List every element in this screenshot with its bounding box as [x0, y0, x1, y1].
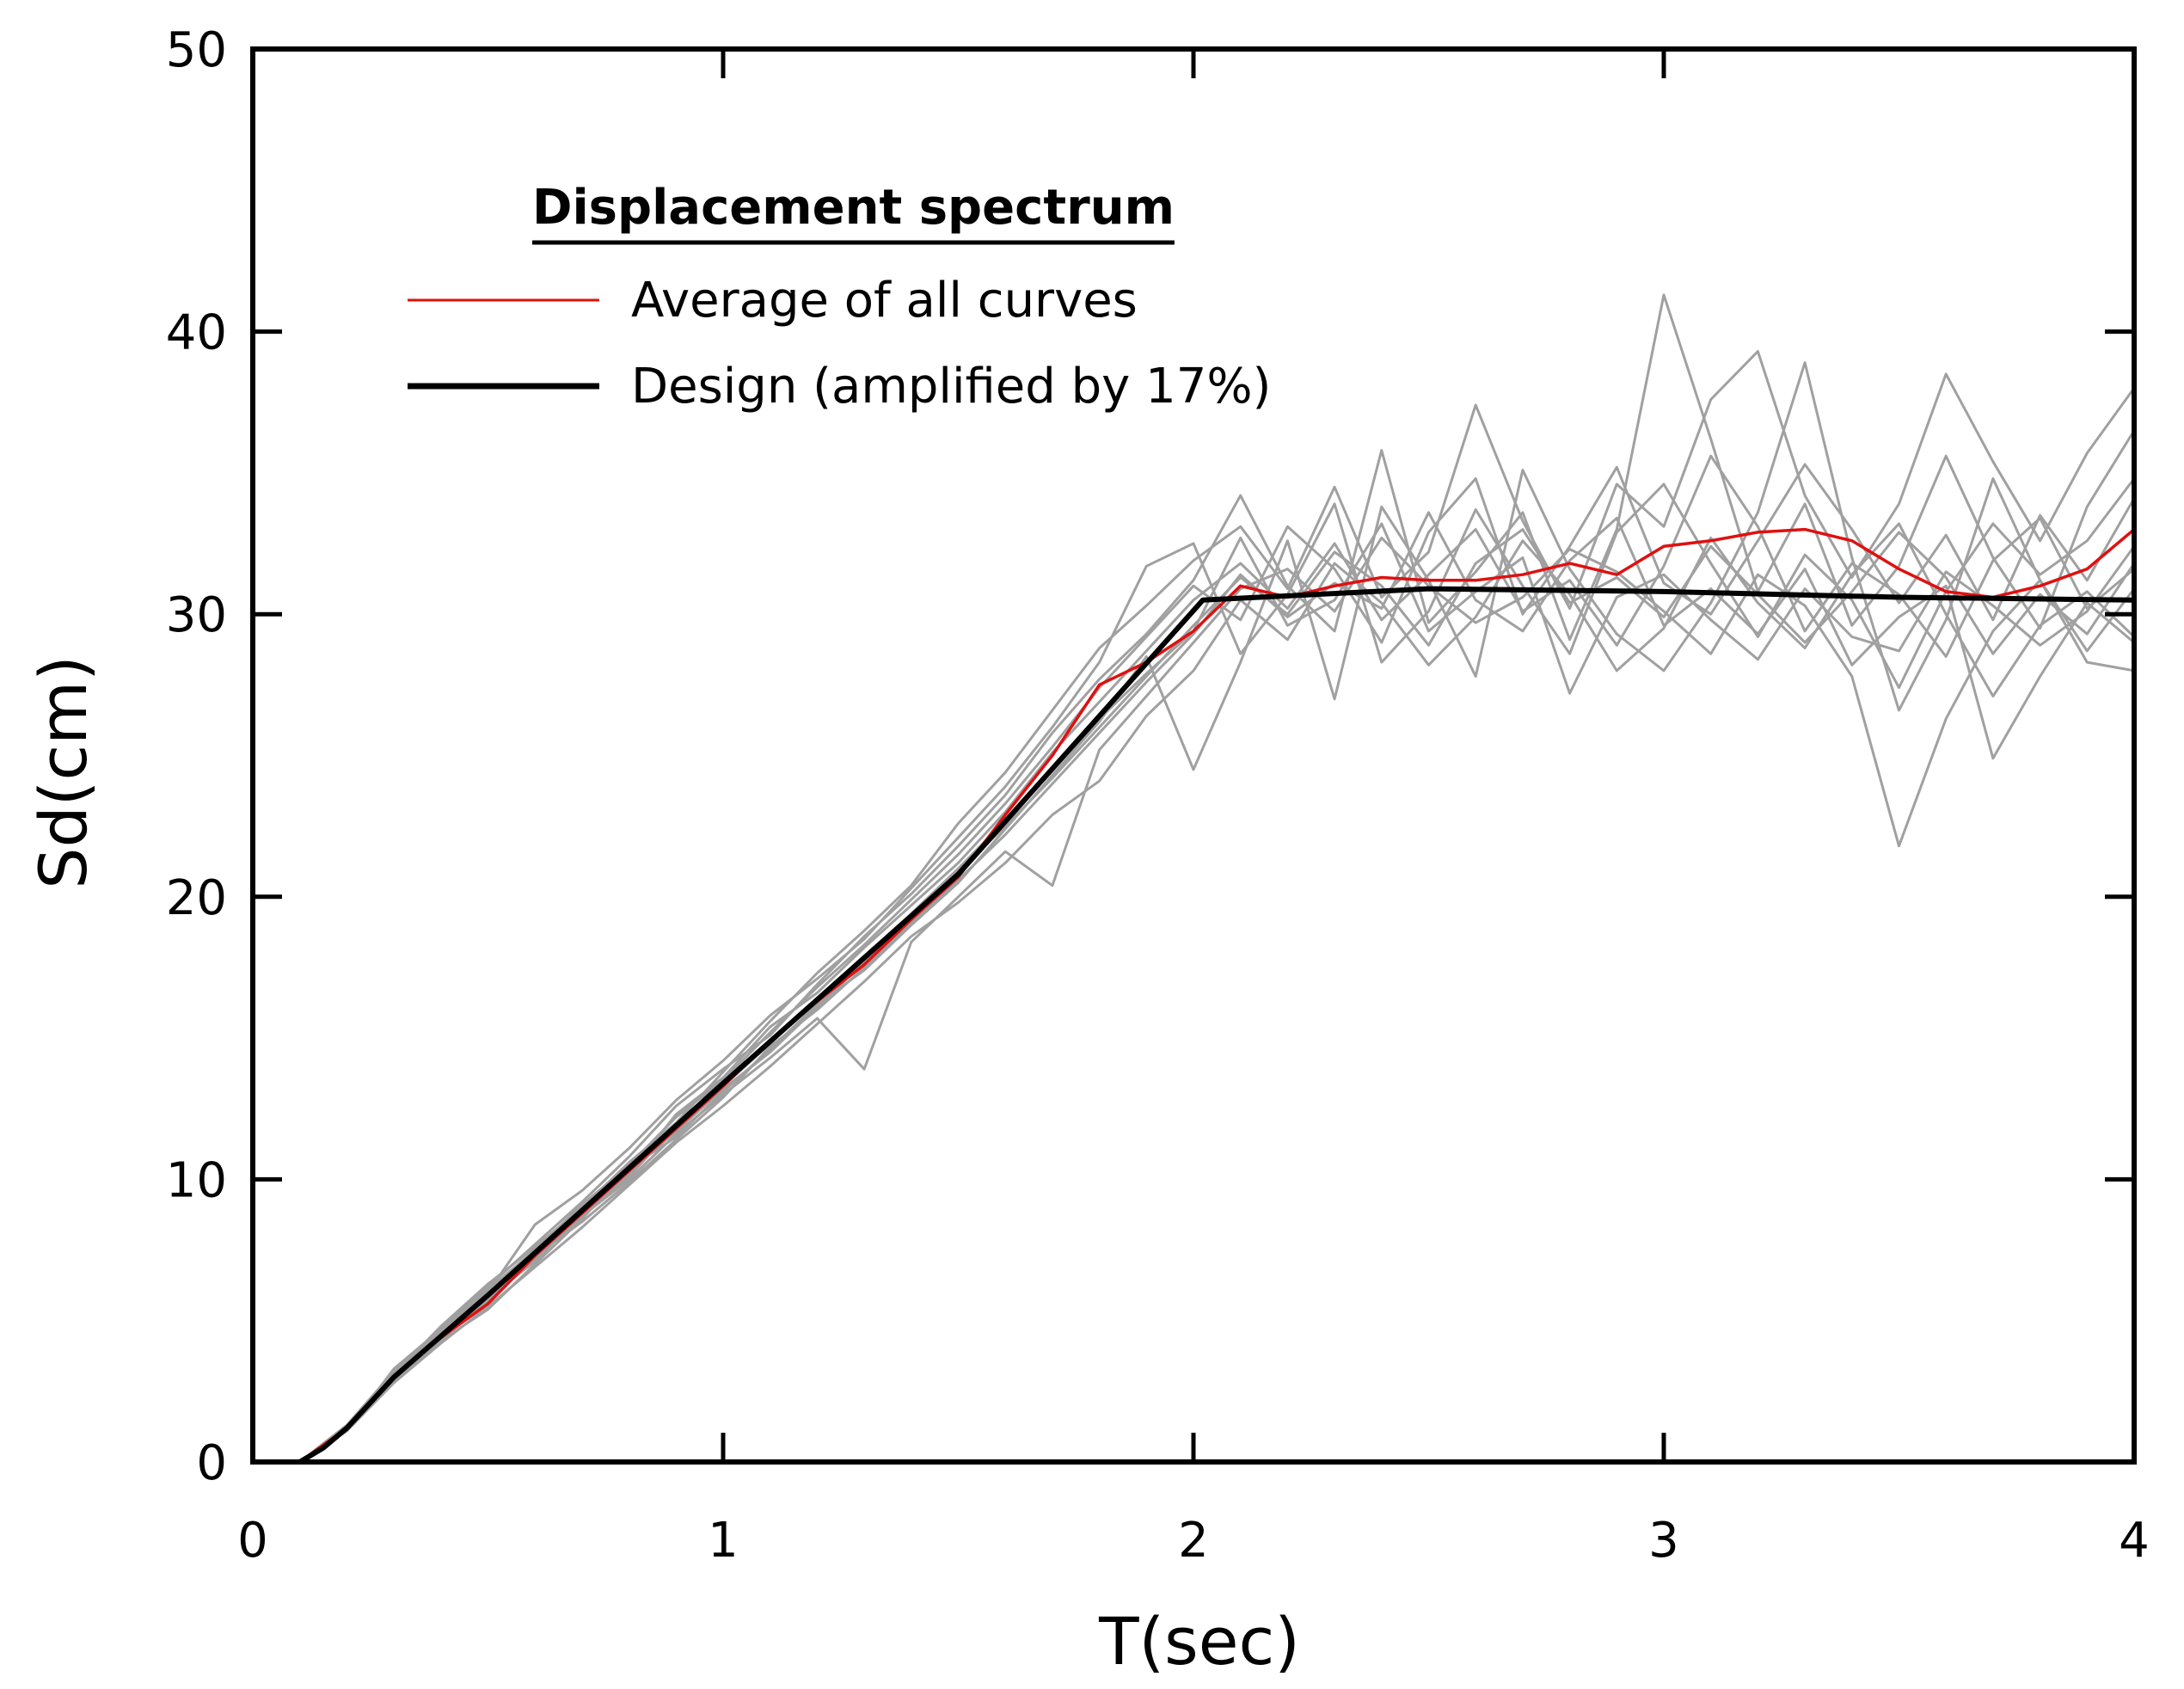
record-curves: [298, 293, 2136, 1464]
y-axis-title: Sd(cm): [25, 655, 101, 889]
record-curve-6: [298, 522, 2136, 1464]
y-tick-label: 20: [166, 870, 227, 926]
record-curve-2: [298, 361, 2136, 1464]
legend: Displacement spectrum Average of all cur…: [408, 180, 1271, 415]
record-curve-10: [298, 511, 2135, 1464]
record-curve-8: [298, 522, 2136, 1464]
x-tick-label: 1: [708, 1513, 739, 1569]
record-curve-4: [298, 537, 2135, 1464]
record-curve-7: [298, 350, 2136, 1464]
legend-label-average: Average of all curves: [631, 273, 1138, 329]
design-curve: [298, 586, 2135, 1465]
x-axis-title: T(sec): [1098, 1603, 1300, 1680]
x-tick-label: 0: [237, 1513, 268, 1569]
main-curves: [298, 527, 2136, 1465]
legend-title: Displacement spectrum: [532, 180, 1175, 236]
x-tick-labels: 0 1 2 3 4: [237, 1513, 2150, 1569]
y-tick-label: 0: [196, 1435, 227, 1491]
record-curve-5: [298, 477, 2136, 1464]
y-tick-label: 30: [166, 587, 227, 643]
x-tick-label: 2: [1178, 1513, 1209, 1569]
y-tick-label: 50: [166, 22, 227, 78]
y-tick-labels: 0 10 20 30 40 50: [166, 22, 227, 1491]
record-curve-11: [298, 528, 2136, 1464]
record-curve-3: [298, 293, 2136, 1464]
x-tick-label: 4: [2119, 1513, 2150, 1569]
average-curve: [298, 527, 2136, 1464]
legend-label-design: Design (amplified by 17%): [631, 359, 1271, 415]
axis-ticks: [253, 49, 2134, 1462]
y-tick-label: 40: [166, 305, 227, 361]
y-tick-label: 10: [166, 1152, 227, 1208]
x-tick-label: 3: [1648, 1513, 1679, 1569]
